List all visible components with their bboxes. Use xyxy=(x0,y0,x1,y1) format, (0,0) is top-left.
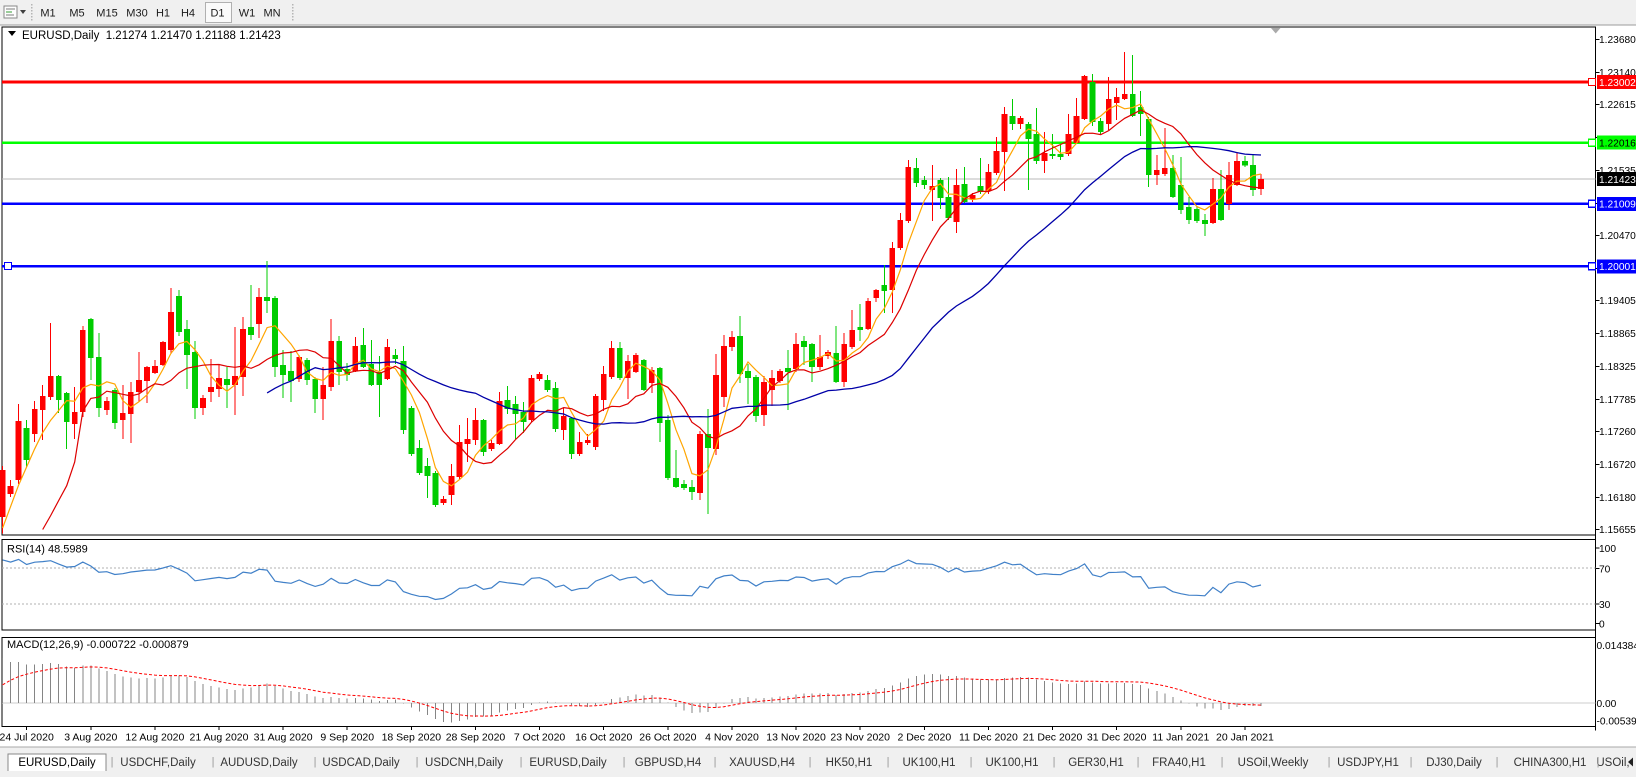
svg-text:1.21009: 1.21009 xyxy=(1599,200,1636,211)
svg-text:FRA40,H1: FRA40,H1 xyxy=(1152,757,1206,769)
svg-text:|: | xyxy=(1137,756,1140,768)
svg-text:21 Aug 2020: 21 Aug 2020 xyxy=(190,732,249,744)
svg-text:|: | xyxy=(1410,756,1413,768)
svg-text:|: | xyxy=(416,756,419,768)
svg-text:M5: M5 xyxy=(69,8,84,20)
svg-text:31 Dec 2020: 31 Dec 2020 xyxy=(1087,732,1147,744)
svg-text:1.16720: 1.16720 xyxy=(1599,460,1636,471)
svg-text:|: | xyxy=(111,756,114,768)
svg-text:1.18325: 1.18325 xyxy=(1599,362,1636,373)
svg-text:23 Nov 2020: 23 Nov 2020 xyxy=(830,732,890,744)
svg-text:1.16180: 1.16180 xyxy=(1599,493,1636,504)
svg-text:EURUSD,Daily: EURUSD,Daily xyxy=(529,757,607,769)
svg-text:7 Oct 2020: 7 Oct 2020 xyxy=(514,732,566,744)
svg-text:1.20470: 1.20470 xyxy=(1599,231,1636,242)
svg-text:HK50,H1: HK50,H1 xyxy=(826,757,873,769)
svg-text:100: 100 xyxy=(1599,544,1616,555)
svg-text:0.00: 0.00 xyxy=(1597,699,1617,710)
svg-text:USDCHF,Daily: USDCHF,Daily xyxy=(120,757,196,769)
svg-text:1.17785: 1.17785 xyxy=(1599,395,1636,406)
svg-text:70: 70 xyxy=(1599,564,1611,575)
svg-text:USDJPY,H1: USDJPY,H1 xyxy=(1337,757,1399,769)
svg-text:D1: D1 xyxy=(210,8,224,20)
svg-text:3 Aug 2020: 3 Aug 2020 xyxy=(64,732,117,744)
svg-text:20 Jan 2021: 20 Jan 2021 xyxy=(1216,732,1274,744)
svg-text:1.19405: 1.19405 xyxy=(1599,296,1636,307)
svg-text:1.18865: 1.18865 xyxy=(1599,329,1636,340)
svg-text:|: | xyxy=(212,756,215,768)
svg-text:MN: MN xyxy=(263,8,280,20)
svg-text:16 Oct 2020: 16 Oct 2020 xyxy=(575,732,632,744)
svg-text:11 Dec 2020: 11 Dec 2020 xyxy=(959,732,1018,744)
svg-text:21 Dec 2020: 21 Dec 2020 xyxy=(1023,732,1083,744)
svg-text:0.014384: 0.014384 xyxy=(1597,641,1636,652)
svg-text:MACD(12,26,9) -0.000722 -0.000: MACD(12,26,9) -0.000722 -0.000879 xyxy=(7,639,189,651)
svg-text:28 Sep 2020: 28 Sep 2020 xyxy=(446,732,506,744)
svg-text:1.17260: 1.17260 xyxy=(1599,427,1636,438)
svg-text:GER30,H1: GER30,H1 xyxy=(1068,757,1124,769)
svg-text:26 Oct 2020: 26 Oct 2020 xyxy=(639,732,696,744)
svg-text:GBPUSD,H4: GBPUSD,H4 xyxy=(635,757,702,769)
svg-text:1.21423: 1.21423 xyxy=(1599,175,1636,186)
svg-text:AUDUSD,Daily: AUDUSD,Daily xyxy=(220,757,298,769)
svg-text:USDCAD,Daily: USDCAD,Daily xyxy=(322,757,400,769)
svg-text:1.23140: 1.23140 xyxy=(1599,68,1636,79)
svg-text:USOil,: USOil, xyxy=(1596,757,1629,769)
svg-text:1.23680: 1.23680 xyxy=(1599,35,1636,46)
svg-text:|: | xyxy=(714,756,717,768)
svg-text:EURUSD,Daily: EURUSD,Daily xyxy=(18,757,96,769)
svg-text:13 Nov 2020: 13 Nov 2020 xyxy=(766,732,826,744)
svg-text:|: | xyxy=(623,756,626,768)
svg-text:1.15655: 1.15655 xyxy=(1599,525,1636,536)
svg-text:|: | xyxy=(520,756,523,768)
svg-text:2 Dec 2020: 2 Dec 2020 xyxy=(897,732,951,744)
svg-text:M30: M30 xyxy=(126,8,147,20)
svg-text:|: | xyxy=(1053,756,1056,768)
svg-text:UK100,H1: UK100,H1 xyxy=(902,757,955,769)
svg-text:H1: H1 xyxy=(156,8,170,20)
svg-text:XAUUSD,H4: XAUUSD,H4 xyxy=(729,757,795,769)
svg-text:DJ30,Daily: DJ30,Daily xyxy=(1426,757,1482,769)
svg-text:M1: M1 xyxy=(40,8,55,20)
svg-text:18 Sep 2020: 18 Sep 2020 xyxy=(382,732,442,744)
svg-text:1.22615: 1.22615 xyxy=(1599,100,1636,111)
svg-text:1.22016: 1.22016 xyxy=(1599,138,1636,149)
svg-text:24 Jul 2020: 24 Jul 2020 xyxy=(0,732,54,744)
svg-text:0: 0 xyxy=(1599,619,1605,630)
svg-text:31 Aug 2020: 31 Aug 2020 xyxy=(254,732,313,744)
svg-text:1.20001: 1.20001 xyxy=(1599,262,1636,273)
svg-text:|: | xyxy=(970,756,973,768)
svg-text:M15: M15 xyxy=(96,8,117,20)
svg-text:9 Sep 2020: 9 Sep 2020 xyxy=(320,732,374,744)
svg-text:USDCNH,Daily: USDCNH,Daily xyxy=(425,757,503,769)
svg-text:|: | xyxy=(887,756,890,768)
svg-text:RSI(14) 48.5989: RSI(14) 48.5989 xyxy=(7,544,88,556)
svg-text:|: | xyxy=(1597,756,1600,768)
svg-text:11 Jan 2021: 11 Jan 2021 xyxy=(1152,732,1209,744)
svg-text:|: | xyxy=(809,756,812,768)
svg-text:CHINA300,H1: CHINA300,H1 xyxy=(1514,757,1587,769)
svg-text:30: 30 xyxy=(1599,600,1611,611)
svg-text:4 Nov 2020: 4 Nov 2020 xyxy=(705,732,759,744)
svg-text:W1: W1 xyxy=(239,8,256,20)
svg-text:-0.00539: -0.00539 xyxy=(1597,716,1636,727)
svg-text:12 Aug 2020: 12 Aug 2020 xyxy=(125,732,184,744)
svg-text:USOil,Weekly: USOil,Weekly xyxy=(1238,757,1309,769)
svg-text:|: | xyxy=(1328,756,1331,768)
svg-text:1.23002: 1.23002 xyxy=(1599,78,1636,89)
svg-text:|: | xyxy=(1221,756,1224,768)
svg-text:1.21535: 1.21535 xyxy=(1599,166,1636,177)
svg-text:|: | xyxy=(314,756,317,768)
svg-text:UK100,H1: UK100,H1 xyxy=(985,757,1038,769)
svg-text:H4: H4 xyxy=(181,8,195,20)
svg-text:EURUSD,Daily 1.21274 1.21470: EURUSD,Daily 1.21274 1.21470 1.21188 1.2… xyxy=(22,30,281,42)
svg-text:|: | xyxy=(1496,756,1499,768)
